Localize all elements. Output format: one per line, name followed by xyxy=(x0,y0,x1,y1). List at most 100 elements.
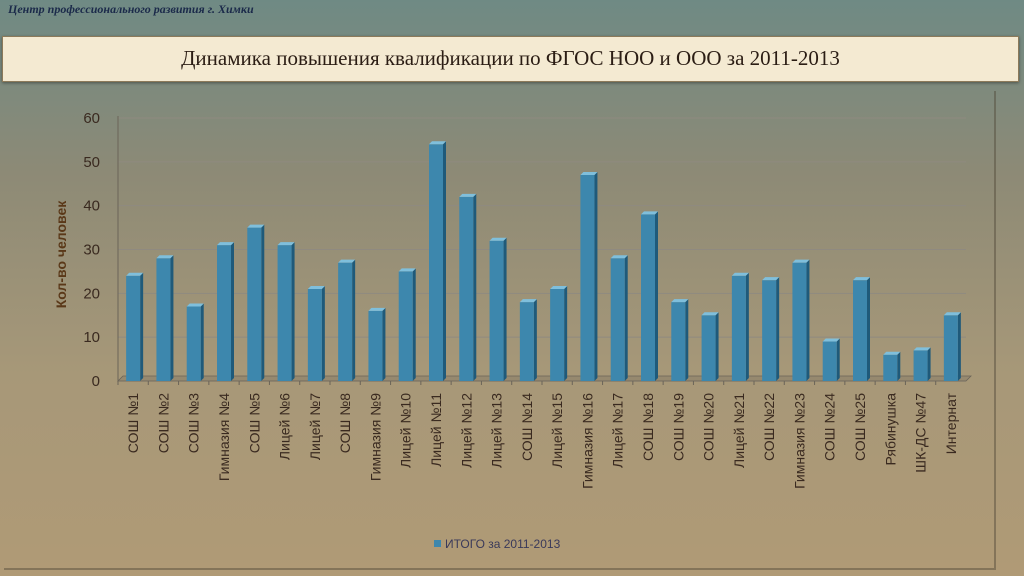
x-tick-label: Лицей №13 xyxy=(489,393,505,468)
legend-label: ИТОГО за 2011-2013 xyxy=(445,537,561,551)
bar-top xyxy=(247,224,265,228)
x-tick-label: СОШ №3 xyxy=(186,393,202,453)
bar xyxy=(247,227,262,381)
bar xyxy=(217,245,231,381)
bar xyxy=(398,271,413,381)
x-tick-label: Гимназия №23 xyxy=(791,393,807,489)
bar-side xyxy=(503,237,507,381)
bar-top xyxy=(792,259,810,263)
bar xyxy=(580,174,595,381)
bar-top xyxy=(489,237,507,241)
x-tick-label: ШК-ДС №47 xyxy=(913,393,929,473)
y-axis-label: Кол-во человек xyxy=(53,200,69,309)
bar-top xyxy=(277,242,295,246)
bar xyxy=(489,240,504,381)
bar-top xyxy=(671,299,689,303)
bar-top xyxy=(398,268,416,272)
bar xyxy=(701,315,716,381)
x-axis-floor xyxy=(117,375,972,382)
bar-top xyxy=(459,193,477,197)
bar-top xyxy=(641,211,658,215)
x-tick-label: Интернат xyxy=(943,392,959,454)
x-tick-label: Лицей №15 xyxy=(549,393,565,468)
x-tick-label: СОШ №25 xyxy=(852,393,868,461)
bar xyxy=(792,262,807,381)
y-tick-label: 10 xyxy=(83,329,100,346)
x-tick-label: СОШ №14 xyxy=(519,393,535,461)
bar-top xyxy=(853,277,870,281)
x-tick-label: Лицей №17 xyxy=(610,393,626,468)
bar-top xyxy=(519,299,537,303)
bar-top xyxy=(368,307,386,311)
x-tick-label: СОШ №24 xyxy=(822,393,838,461)
bar xyxy=(368,310,383,381)
bar xyxy=(156,258,171,381)
title-bar: Динамика повышения квалификации по ФГОС … xyxy=(2,36,1019,82)
bar-side xyxy=(564,285,568,381)
bar xyxy=(519,302,534,381)
y-tick-label: 0 xyxy=(92,373,100,390)
bar xyxy=(943,315,958,381)
bar-side xyxy=(443,141,446,381)
bar xyxy=(429,144,443,381)
bar xyxy=(822,341,837,381)
bar-side xyxy=(291,242,295,381)
bar xyxy=(338,262,353,381)
bar-top xyxy=(822,338,840,342)
y-tick-label: 40 xyxy=(83,198,100,215)
bar-top xyxy=(913,347,931,351)
bar-side xyxy=(867,277,870,381)
bar-side xyxy=(352,259,356,381)
bar-top xyxy=(943,312,961,316)
x-tick-label: СОШ №18 xyxy=(640,393,656,461)
bar-top xyxy=(731,272,749,276)
y-tick-label: 50 xyxy=(83,154,100,171)
bar-top xyxy=(701,312,719,316)
chart-panel xyxy=(4,91,996,570)
bar xyxy=(186,306,201,381)
x-tick-label: Гимназия №4 xyxy=(216,393,232,481)
bar-top xyxy=(338,259,356,263)
bar xyxy=(913,350,928,381)
x-tick-label: Гимназия №16 xyxy=(579,393,595,489)
bar-side xyxy=(776,277,780,381)
bar xyxy=(610,258,625,381)
bar-top xyxy=(883,351,901,355)
x-tick-label: Лицей №21 xyxy=(731,393,747,468)
bar-side xyxy=(957,312,961,381)
bar-side xyxy=(170,255,174,381)
bar-side xyxy=(200,303,204,381)
x-tick-label: СОШ №5 xyxy=(246,393,262,453)
x-tick-label: Лицей №6 xyxy=(277,393,293,460)
y-tick-label: 20 xyxy=(83,285,100,302)
bar-side xyxy=(685,299,689,381)
bar-side xyxy=(261,224,265,381)
x-tick-label: СОШ №2 xyxy=(155,393,171,453)
page-title: Динамика повышения квалификации по ФГОС … xyxy=(181,46,840,70)
bar-side xyxy=(836,338,840,381)
bar-top xyxy=(156,255,174,259)
y-tick-label: 30 xyxy=(83,242,100,259)
bar-side xyxy=(473,193,477,381)
bar-side xyxy=(897,351,901,381)
bar-top xyxy=(217,242,234,246)
legend-swatch xyxy=(434,540,441,547)
x-tick-label: Лицей №7 xyxy=(307,393,323,460)
bar-side xyxy=(321,285,325,381)
x-tick-label: Гимназия №9 xyxy=(367,393,383,481)
y-tick-label: 60 xyxy=(83,110,100,127)
x-tick-label: Лицей №12 xyxy=(458,393,474,468)
bar-side xyxy=(655,211,658,381)
bar xyxy=(883,354,898,381)
bar-side xyxy=(533,299,537,381)
bar-top xyxy=(126,272,144,276)
bar-side xyxy=(412,268,416,381)
bar xyxy=(641,214,655,381)
x-tick-label: СОШ №8 xyxy=(337,393,353,453)
bar xyxy=(731,275,746,381)
bar xyxy=(126,275,141,381)
bar xyxy=(307,288,322,381)
bar xyxy=(671,302,686,381)
x-tick-label: СОШ №20 xyxy=(701,393,717,461)
